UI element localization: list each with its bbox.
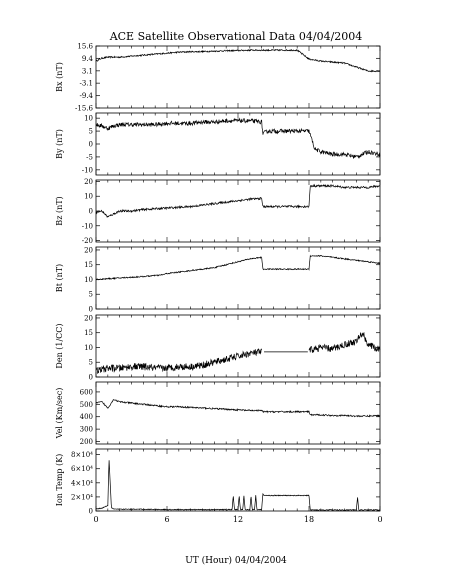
x-tick-label: 6 [164,515,169,524]
y-tick-label: 20 [84,246,93,254]
y-tick-label: 500 [80,401,93,409]
panel-0: 15.6 9.4 3.1 -3.1 -9.4 -15.6 Bx (nT) [55,43,381,113]
y-tick-label: 20 [84,178,93,186]
y-axis-label: Ion Temp (K) [55,454,64,507]
y-tick-label: -10 [82,222,93,230]
panel-4: 20 15 10 5 0 Den (1/CC) [55,314,381,382]
y-tick-label: 10 [84,344,93,352]
y-tick-label: 3.1 [82,67,93,75]
y-tick-label: 8×10⁴ [71,451,93,459]
y-tick-label: -9.4 [80,92,94,100]
y-axis-label: Vel (Km/sec) [55,388,64,440]
y-axis-label: By (nT) [55,129,64,159]
panel-frame [95,381,381,445]
chart-title: ACE Satellite Observational Data 04/04/2… [109,30,363,43]
y-tick-label: -20 [82,237,93,245]
y-tick-label: -15.6 [75,105,93,113]
y-tick-label: 6×10⁴ [71,465,93,473]
x-tick-label: 18 [304,515,314,524]
panel-3: 20 15 10 5 0 Bt (nT) [55,246,381,314]
y-tick-label: 4×10⁴ [71,479,93,487]
y-tick-label: 200 [80,438,93,446]
y-tick-label: -5 [86,153,93,161]
y-tick-label: 0 [89,208,93,216]
series-line [95,48,381,73]
y-axis-label: Den (1/CC) [55,323,64,368]
x-tick-label: 0 [93,515,98,524]
panel-5: 600 500 400 300 200 Vel (Km/sec) [55,381,381,446]
panel-frame [95,246,381,310]
y-tick-label: 15.6 [77,43,93,51]
series-line [95,183,381,218]
x-tick-label: 12 [233,515,243,524]
y-tick-label: -10 [82,166,93,174]
panel-6: 8×10⁴ 6×10⁴ 4×10⁴ 2×10⁴ 0 Ion Temp (K) [55,448,381,516]
y-tick-label: 5 [89,128,93,136]
y-tick-label: 0 [89,141,93,149]
y-tick-label: 0 [89,306,93,314]
y-axis-label: Bt (nT) [55,264,64,292]
y-axis-label: Bx (nT) [55,62,64,92]
panel-2: 20 10 0 -10 -20 Bz (nT) [55,178,381,245]
y-tick-label: 600 [80,388,93,396]
panel-frame [95,179,381,243]
y-tick-label: 5 [89,359,93,367]
panel-frame [95,112,381,176]
y-tick-label: 0 [89,374,93,382]
y-tick-label: 10 [84,193,93,201]
y-tick-label: 10 [84,276,93,284]
panel-frame [95,448,381,512]
y-tick-label: 0 [89,508,93,516]
x-axis-label: UT (Hour) 04/04/2004 [185,555,287,566]
y-tick-label: 300 [80,426,93,434]
series-line [95,254,381,281]
y-tick-label: 20 [84,314,93,322]
series-line [95,460,380,511]
y-tick-label: 2×10⁴ [71,493,93,501]
series-line [95,117,381,160]
series-line [95,348,262,374]
y-axis-label: Bz (nT) [55,196,64,225]
series-line [95,398,381,418]
y-tick-label: 9.4 [82,55,94,63]
y-tick-label: 15 [84,261,93,269]
y-tick-label: -3.1 [80,80,94,88]
y-tick-label: 10 [84,115,93,123]
panel-1: 10 5 0 -5 -10 By (nT) [55,112,381,176]
series-line [308,331,381,353]
y-tick-label: 400 [80,413,93,421]
x-tick-label: 0 [377,515,382,524]
y-tick-label: 5 [89,291,93,299]
y-tick-label: 15 [84,329,93,337]
